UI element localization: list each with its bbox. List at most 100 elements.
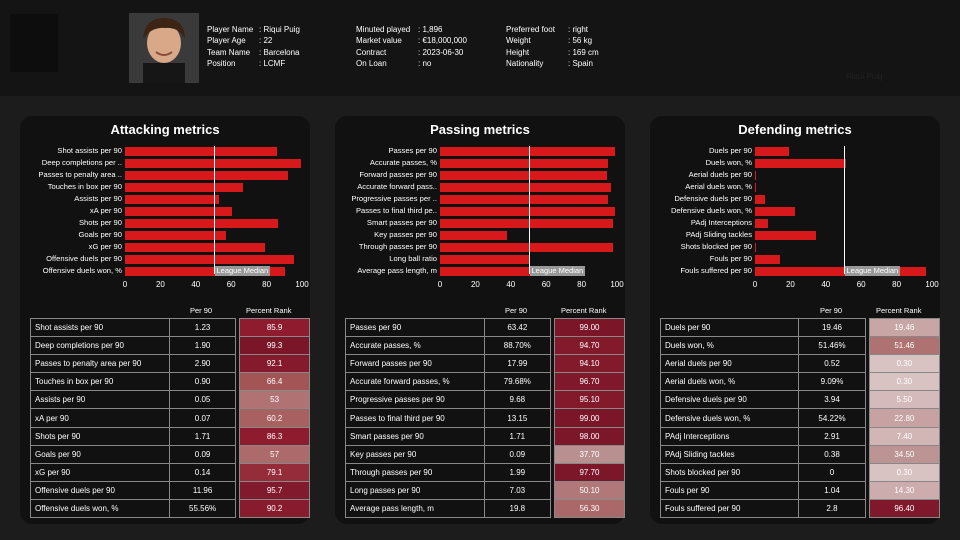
- bar-label: Defensive duels per 90: [674, 193, 752, 203]
- bar: [755, 206, 796, 216]
- metric-name: Defensive duels per 90: [659, 390, 800, 410]
- per90-value: 1.71: [168, 426, 237, 446]
- bar-label: Passes to final third pe..: [355, 205, 437, 215]
- metric-name: Forward passes per 90: [345, 354, 485, 374]
- bar: [440, 266, 540, 276]
- per90-header: Per 90: [820, 306, 843, 315]
- bar-label: Aerial duels won, %: [685, 181, 752, 191]
- info-value: : Barcelona: [259, 47, 300, 57]
- bar: [440, 158, 608, 168]
- metric-name: xG per 90: [30, 462, 170, 482]
- metric-name: PAdj Interceptions: [659, 426, 800, 446]
- per90-value: 9.09%: [798, 372, 866, 392]
- bar-label: Long ball ratio: [389, 253, 437, 263]
- metric-name: Long passes per 90: [345, 480, 485, 500]
- metric-name: Passes to final third per 90: [345, 408, 485, 428]
- percent-rank-value: 19.46: [868, 317, 941, 338]
- table-row: Offensive duels won, % 55.56% 90.2: [30, 498, 310, 519]
- info-key: Contract: [356, 47, 387, 57]
- bar-label: xA per 90: [89, 205, 122, 215]
- panel-title: Passing metrics: [430, 122, 530, 137]
- info-key: On Loan: [356, 58, 387, 68]
- per90-value: 63.42: [483, 317, 552, 338]
- table-row: Shots per 90 1.71 86.3: [30, 426, 310, 446]
- percent-rank-value: 37.70: [553, 444, 626, 464]
- per90-value: 0.05: [168, 390, 237, 410]
- table-row: Duels per 90 19.46 19.46: [659, 317, 941, 338]
- metric-name: Duels per 90: [659, 317, 800, 338]
- axis-tick-label: 60: [226, 280, 236, 289]
- info-row: Team Name : Barcelona: [207, 47, 300, 58]
- bar-chart: League Median: [440, 146, 617, 279]
- percent-rank-header: Percent Rank: [561, 306, 607, 315]
- bar-label: Fouls per 90: [709, 253, 752, 263]
- table-row: xG per 90 0.14 79.1: [30, 462, 310, 482]
- bar: [755, 158, 847, 168]
- percent-rank-value: 95.10: [553, 390, 626, 410]
- info-row: Height : 169 cm: [506, 47, 599, 58]
- per90-value: 88.70%: [483, 336, 552, 356]
- per90-value: 13.15: [483, 408, 552, 428]
- table-row: PAdj Sliding tackles 0.38 34.50: [659, 444, 941, 464]
- info-value: : 56 kg: [568, 36, 593, 46]
- player-info-contract: Minuted played : 1,896 Market value : €18…: [356, 24, 467, 69]
- info-value: : right: [568, 25, 589, 34]
- bar: [125, 147, 278, 156]
- percent-rank-value: 14.30: [868, 480, 941, 500]
- bar-label: Duels won, %: [705, 157, 752, 167]
- bar: [755, 254, 781, 264]
- bar-label: Through passes per 90: [358, 241, 437, 251]
- bar-label: Shots blocked per 90: [680, 241, 752, 251]
- bar-label: Progressive passes per ..: [351, 193, 437, 203]
- metric-name: Offensive duels per 90: [30, 480, 170, 500]
- table-row: Passes per 90 63.42 99.00: [345, 317, 626, 338]
- table-row: Long passes per 90 7.03 50.10: [345, 480, 626, 500]
- table-row: xA per 90 0.07 60.2: [30, 408, 310, 428]
- table-row: Smart passes per 90 1.71 98.00: [345, 426, 626, 446]
- metrics-table: Shot assists per 90 1.23 85.9 Deep completi…: [30, 317, 310, 519]
- table-row: Fouls suffered per 90 2.8 96.40: [659, 498, 941, 519]
- per90-value: 0.14: [168, 462, 237, 482]
- metrics-table: Passes per 90 63.42 99.00 Accurate passes, …: [345, 317, 626, 519]
- axis-tick-label: 40: [506, 280, 516, 289]
- axis-tick-label: 0: [122, 280, 128, 289]
- info-row: Contract : 2023-06-30: [356, 47, 467, 58]
- percent-rank-value: 0.30: [868, 372, 941, 392]
- axis-tick-label: 60: [541, 280, 551, 289]
- info-value: : 22: [259, 36, 273, 46]
- per90-value: 1.04: [798, 480, 866, 500]
- median-line: [843, 146, 845, 274]
- bar-label: Assists per 90: [74, 193, 122, 203]
- bar: [125, 158, 301, 168]
- percent-rank-value: 94.10: [553, 354, 626, 374]
- percent-rank-value: 50.10: [553, 480, 626, 500]
- corner-player-name: Riqui Puig: [846, 72, 883, 81]
- table-row: Deep completions per 90 1.90 99.3: [30, 336, 310, 356]
- percent-rank-value: 7.40: [868, 426, 941, 446]
- percent-rank-value: 79.1: [239, 462, 310, 482]
- axis-tick-label: 100: [610, 280, 624, 289]
- bar: [125, 230, 226, 240]
- info-key: Player Age: [207, 36, 246, 46]
- per90-header: Per 90: [190, 306, 213, 315]
- axis-tick-label: 100: [925, 280, 939, 289]
- percent-rank-value: 96.40: [868, 498, 941, 519]
- metric-name: Through passes per 90: [345, 462, 485, 482]
- axis-tick-label: 100: [295, 280, 309, 289]
- percent-rank-value: 92.1: [239, 354, 310, 374]
- bar-label: Shots per 90: [78, 217, 122, 227]
- table-row: Accurate passes, % 88.70% 94.70: [345, 336, 626, 356]
- bar-label: Goals per 90: [78, 229, 122, 239]
- bar-chart: League Median: [125, 146, 302, 279]
- per90-value: 0: [798, 462, 866, 482]
- percent-rank-value: 0.30: [868, 462, 941, 482]
- info-value: : Spain: [568, 58, 593, 68]
- info-row: Player Age : 22: [207, 35, 300, 46]
- metric-name: Offensive duels won, %: [30, 498, 170, 519]
- info-key: Preferred foot: [506, 25, 555, 34]
- per90-value: 3.94: [798, 390, 866, 410]
- per90-value: 1.71: [483, 426, 552, 446]
- info-value: : €18,000,000: [418, 36, 467, 46]
- per90-value: 19.8: [483, 498, 552, 519]
- defending-panel: Defending metrics League Median Duels per …: [650, 116, 941, 524]
